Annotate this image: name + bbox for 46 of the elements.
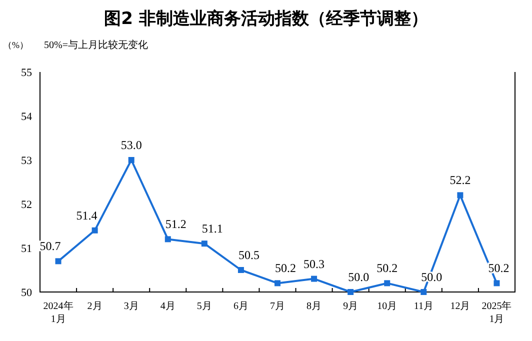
data-label: 50.2	[275, 261, 296, 276]
x-tick-label: 10月	[377, 301, 398, 312]
x-tick-label: 11月	[414, 301, 434, 312]
point	[348, 289, 354, 295]
text: 50%=与上月比较无变化	[44, 39, 148, 51]
point	[128, 157, 134, 163]
data-label: 50.3	[304, 256, 325, 271]
y-tick-label: 51	[21, 243, 32, 255]
y-tick-label: 54	[21, 111, 32, 123]
x-tick-label: 7月	[270, 301, 285, 312]
x-tick-label: 9月	[343, 301, 358, 312]
data-label: 50.2	[376, 261, 398, 276]
chart-title: 图2 非制造业商务活动指数（经季节调整）	[104, 9, 428, 29]
point	[494, 280, 500, 286]
data-label: 50.5	[238, 248, 260, 262]
x-tick-label: 3月	[124, 301, 139, 312]
point	[201, 240, 208, 247]
point	[164, 236, 171, 242]
x-tick-label: 2025年 1月	[482, 300, 512, 325]
data-label: 52.2	[450, 173, 471, 188]
x-tick-label: 5月	[196, 301, 212, 312]
y-tick-label: 53	[21, 155, 32, 167]
point	[238, 267, 244, 273]
data-label: 51.4	[76, 208, 98, 222]
point	[311, 276, 318, 282]
point	[457, 192, 464, 198]
data-label: 53.0	[120, 138, 142, 152]
point	[420, 289, 427, 295]
data-label: 51.1	[202, 222, 223, 236]
x-tick-label: 12月	[450, 301, 470, 312]
y-axis-title: （%）	[3, 40, 28, 50]
data-label: 50.0	[348, 270, 370, 284]
y-tick-label: 55	[21, 67, 32, 79]
point	[92, 227, 98, 234]
x-tick-label: 6月	[233, 301, 248, 312]
x-tick-label: 2月	[87, 301, 102, 312]
x-tick-label: 4月	[160, 301, 176, 312]
point	[384, 280, 390, 286]
data-label: 51.2	[165, 217, 186, 232]
data-label: 50.7	[40, 239, 61, 254]
point	[274, 280, 280, 286]
y-tick-label: 50	[21, 287, 32, 299]
x-tick-label: 8月	[306, 301, 322, 312]
y-tick-label: 52	[21, 199, 32, 211]
point	[55, 258, 62, 264]
x-tick-label: 2024年 1月	[43, 300, 74, 325]
